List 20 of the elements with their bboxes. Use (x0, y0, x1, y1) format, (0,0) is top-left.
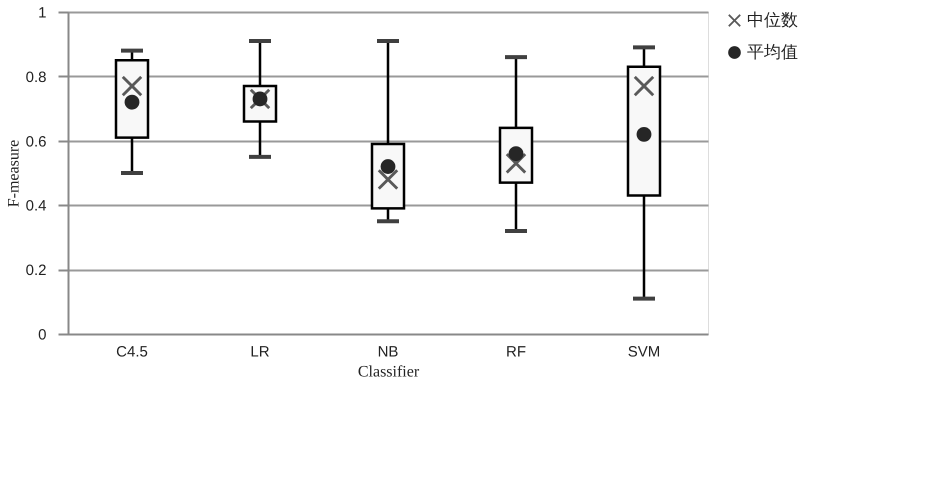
point (124, 94, 140, 110)
x-axis-title: Classifier (358, 364, 420, 380)
point (122, 76, 142, 96)
y-axis-title: F-measure (6, 140, 23, 208)
x-tick-label: LR (250, 344, 270, 360)
y-tick-label: 1 (38, 4, 46, 22)
point (634, 76, 654, 96)
x-tick-label: C4.5 (116, 344, 148, 360)
y-tick-label: 0.4 (26, 198, 46, 215)
x-tick-label: NB (378, 344, 398, 360)
y-tick-label: 0.8 (26, 68, 46, 86)
y-tick-label: 0.6 (26, 133, 46, 150)
point (636, 126, 652, 142)
y-tick-label: 0.2 (26, 262, 46, 280)
x-tick-label: RF (506, 344, 526, 360)
point (380, 159, 396, 174)
legend-label: 平均值 (747, 42, 798, 62)
x-tick-label: SVM (628, 344, 660, 360)
y-tick-label: 0 (38, 326, 46, 344)
legend-label: 中位数 (747, 10, 798, 30)
